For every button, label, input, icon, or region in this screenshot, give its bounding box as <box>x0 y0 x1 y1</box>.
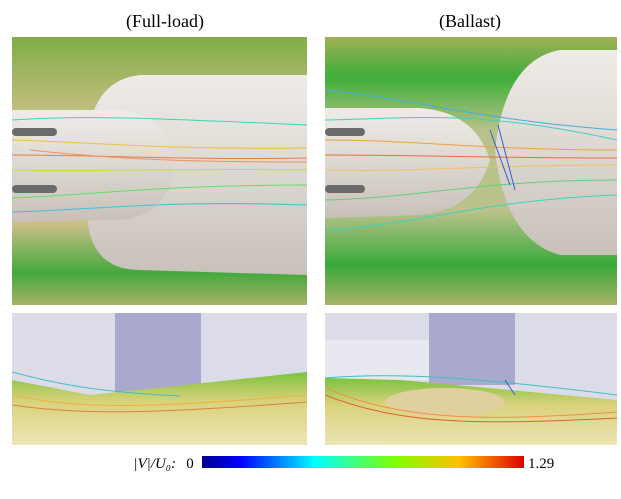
colorbar-min: 0 <box>186 456 194 472</box>
side-panel <box>325 313 617 445</box>
flow-panel <box>325 37 617 305</box>
colorbar <box>202 456 524 468</box>
colorbar-max: 1.29 <box>528 456 554 472</box>
colorbar-label: |V|/U₀: <box>133 456 176 472</box>
right-title: (Ballast) <box>439 11 501 32</box>
figure: (Full-load) (Ballast) <box>0 0 621 499</box>
flow-panel <box>12 37 307 305</box>
side-panel <box>12 313 307 445</box>
left-title: (Full-load) <box>126 11 204 32</box>
page: (Full-load) (Ballast) <box>0 0 621 499</box>
